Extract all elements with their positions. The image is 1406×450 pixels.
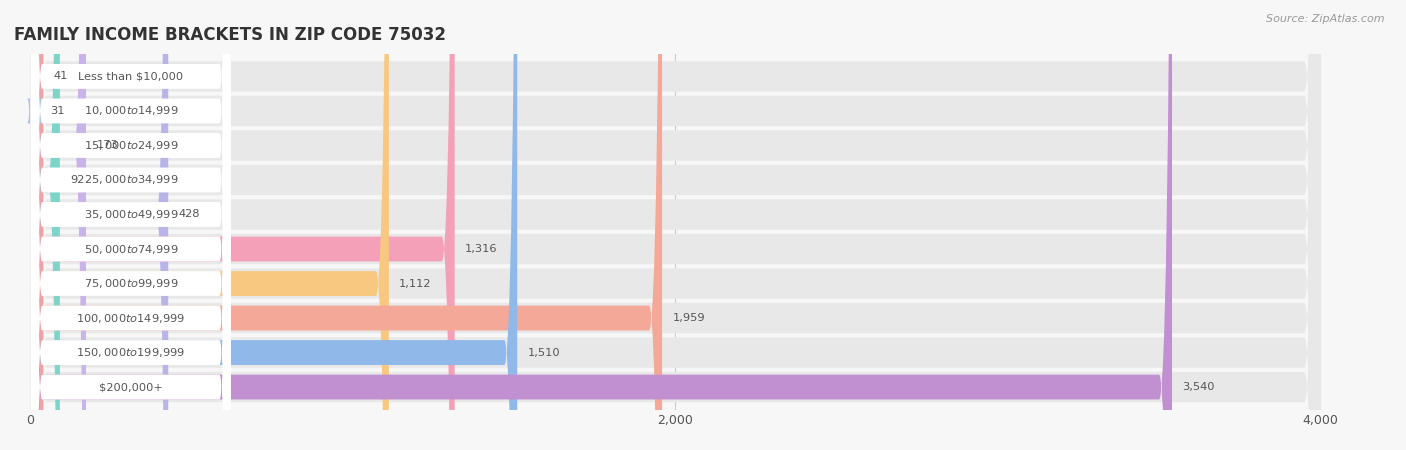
- Text: 41: 41: [53, 72, 67, 81]
- Text: $10,000 to $14,999: $10,000 to $14,999: [83, 104, 179, 117]
- FancyBboxPatch shape: [30, 0, 1320, 450]
- Text: $50,000 to $74,999: $50,000 to $74,999: [83, 243, 179, 256]
- Text: $150,000 to $199,999: $150,000 to $199,999: [76, 346, 186, 359]
- Text: 92: 92: [70, 175, 84, 185]
- Text: Source: ZipAtlas.com: Source: ZipAtlas.com: [1267, 14, 1385, 23]
- FancyBboxPatch shape: [30, 0, 1320, 450]
- FancyBboxPatch shape: [30, 0, 169, 450]
- FancyBboxPatch shape: [30, 0, 1320, 450]
- Text: 428: 428: [179, 210, 200, 220]
- FancyBboxPatch shape: [31, 0, 231, 450]
- FancyBboxPatch shape: [31, 0, 231, 450]
- FancyBboxPatch shape: [30, 0, 1320, 450]
- Text: 31: 31: [51, 106, 65, 116]
- FancyBboxPatch shape: [30, 0, 389, 450]
- Text: 173: 173: [96, 140, 118, 150]
- Text: $75,000 to $99,999: $75,000 to $99,999: [83, 277, 179, 290]
- FancyBboxPatch shape: [30, 0, 454, 450]
- Text: $100,000 to $149,999: $100,000 to $149,999: [76, 311, 186, 324]
- FancyBboxPatch shape: [30, 0, 1320, 450]
- FancyBboxPatch shape: [31, 0, 231, 450]
- FancyBboxPatch shape: [31, 0, 231, 450]
- FancyBboxPatch shape: [31, 0, 231, 450]
- Text: 1,959: 1,959: [672, 313, 704, 323]
- FancyBboxPatch shape: [27, 0, 44, 450]
- FancyBboxPatch shape: [30, 0, 1173, 450]
- Text: $35,000 to $49,999: $35,000 to $49,999: [83, 208, 179, 221]
- Text: 1,316: 1,316: [465, 244, 498, 254]
- Text: 1,510: 1,510: [527, 347, 560, 358]
- FancyBboxPatch shape: [30, 0, 1320, 450]
- FancyBboxPatch shape: [30, 0, 1320, 450]
- FancyBboxPatch shape: [30, 0, 662, 450]
- Text: Less than $10,000: Less than $10,000: [79, 72, 183, 81]
- Text: $200,000+: $200,000+: [98, 382, 163, 392]
- FancyBboxPatch shape: [30, 0, 1320, 450]
- FancyBboxPatch shape: [30, 0, 86, 450]
- FancyBboxPatch shape: [31, 0, 231, 450]
- FancyBboxPatch shape: [31, 0, 231, 450]
- Text: $25,000 to $34,999: $25,000 to $34,999: [83, 174, 179, 186]
- FancyBboxPatch shape: [30, 0, 517, 450]
- Text: 3,540: 3,540: [1182, 382, 1215, 392]
- Text: 1,112: 1,112: [399, 279, 432, 288]
- FancyBboxPatch shape: [30, 0, 44, 450]
- FancyBboxPatch shape: [30, 0, 1320, 450]
- FancyBboxPatch shape: [30, 0, 60, 450]
- FancyBboxPatch shape: [30, 0, 1320, 450]
- Text: $15,000 to $24,999: $15,000 to $24,999: [83, 139, 179, 152]
- FancyBboxPatch shape: [31, 0, 231, 450]
- Text: FAMILY INCOME BRACKETS IN ZIP CODE 75032: FAMILY INCOME BRACKETS IN ZIP CODE 75032: [14, 26, 446, 44]
- FancyBboxPatch shape: [31, 0, 231, 450]
- FancyBboxPatch shape: [31, 0, 231, 450]
